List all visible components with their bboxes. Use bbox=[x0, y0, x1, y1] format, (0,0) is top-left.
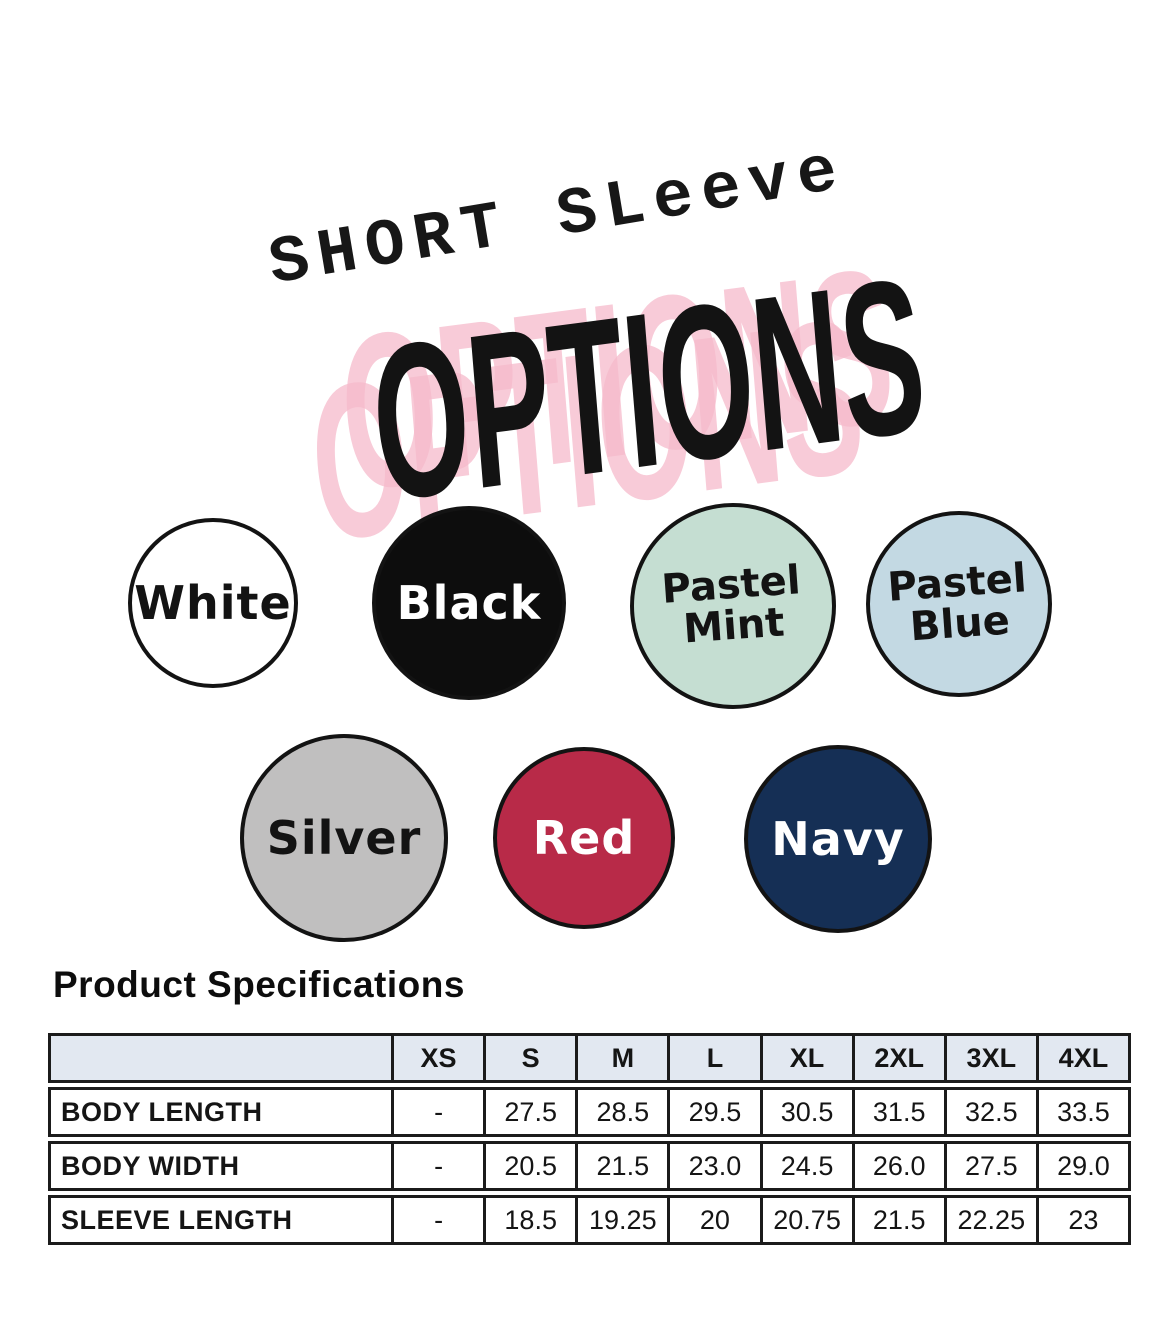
table-header-row: XS S M L XL 2XL 3XL 4XL bbox=[48, 1033, 1131, 1083]
size-header-xl: XL bbox=[762, 1033, 855, 1083]
color-swatch-silver: Silver bbox=[240, 734, 448, 942]
size-header-4xl: 4XL bbox=[1038, 1033, 1131, 1083]
spec-cell: 20.5 bbox=[486, 1141, 579, 1191]
label-line-2: Blue bbox=[908, 597, 1012, 651]
spec-cell: 23.0 bbox=[670, 1141, 763, 1191]
spec-cell: 26.0 bbox=[854, 1141, 947, 1191]
color-swatch-label: Pastel Blue bbox=[887, 555, 1031, 651]
spec-cell: 22.25 bbox=[946, 1195, 1039, 1245]
spec-cell: 21.5 bbox=[578, 1141, 671, 1191]
label-line-2: Mint bbox=[682, 599, 787, 653]
spec-cell: 27.5 bbox=[946, 1141, 1039, 1191]
color-swatch-label: White bbox=[134, 576, 292, 630]
spec-cell: 29.5 bbox=[670, 1087, 763, 1137]
spec-cell: - bbox=[394, 1141, 487, 1191]
table-row-body-length: BODY LENGTH - 27.5 28.5 29.5 30.5 31.5 3… bbox=[48, 1087, 1131, 1137]
row-label: SLEEVE LENGTH bbox=[48, 1195, 394, 1245]
color-swatch-white: White bbox=[128, 518, 298, 688]
size-header-3xl: 3XL bbox=[946, 1033, 1039, 1083]
color-swatch-label: Silver bbox=[266, 811, 422, 865]
color-swatch-pastel-mint: Pastel Mint bbox=[630, 503, 836, 709]
table-row-sleeve-length: SLEEVE LENGTH - 18.5 19.25 20 20.75 21.5… bbox=[48, 1195, 1131, 1245]
size-header-s: S bbox=[486, 1033, 579, 1083]
spec-cell: 21.5 bbox=[854, 1195, 947, 1245]
color-swatch-black: Black bbox=[372, 506, 566, 700]
spec-cell: 19.25 bbox=[578, 1195, 671, 1245]
spec-cell: 18.5 bbox=[486, 1195, 579, 1245]
spec-cell: - bbox=[394, 1195, 487, 1245]
spec-cell: 28.5 bbox=[578, 1087, 671, 1137]
specifications-table: XS S M L XL 2XL 3XL 4XL BODY LENGTH - 27… bbox=[48, 1029, 1131, 1249]
size-header-xs: XS bbox=[394, 1033, 487, 1083]
color-swatch-red: Red bbox=[493, 747, 675, 929]
color-swatch-label: Red bbox=[532, 811, 636, 865]
spec-cell: 31.5 bbox=[854, 1087, 947, 1137]
spec-cell: 23 bbox=[1038, 1195, 1131, 1245]
size-header-l: L bbox=[670, 1033, 763, 1083]
spec-cell: 24.5 bbox=[762, 1141, 855, 1191]
color-swatch-pastel-blue: Pastel Blue bbox=[866, 511, 1052, 697]
spec-cell: 27.5 bbox=[486, 1087, 579, 1137]
row-label: BODY WIDTH bbox=[48, 1141, 394, 1191]
spec-cell: 29.0 bbox=[1038, 1141, 1131, 1191]
spec-cell: 30.5 bbox=[762, 1087, 855, 1137]
row-label: BODY LENGTH bbox=[48, 1087, 394, 1137]
specifications-heading: Product Specifications bbox=[53, 964, 465, 1005]
color-swatch-navy: Navy bbox=[744, 745, 932, 933]
spec-cell: 20 bbox=[670, 1195, 763, 1245]
color-swatch-label: Pastel Mint bbox=[661, 557, 805, 653]
table-row-body-width: BODY WIDTH - 20.5 21.5 23.0 24.5 26.0 27… bbox=[48, 1141, 1131, 1191]
spec-cell: - bbox=[394, 1087, 487, 1137]
size-header-m: M bbox=[578, 1033, 671, 1083]
color-swatch-label: Black bbox=[396, 576, 542, 630]
color-swatch-label: Navy bbox=[771, 812, 905, 866]
spec-cell: 33.5 bbox=[1038, 1087, 1131, 1137]
spec-cell: 32.5 bbox=[946, 1087, 1039, 1137]
spec-cell: 20.75 bbox=[762, 1195, 855, 1245]
size-header-2xl: 2XL bbox=[854, 1033, 947, 1083]
corner-cell bbox=[48, 1033, 394, 1083]
